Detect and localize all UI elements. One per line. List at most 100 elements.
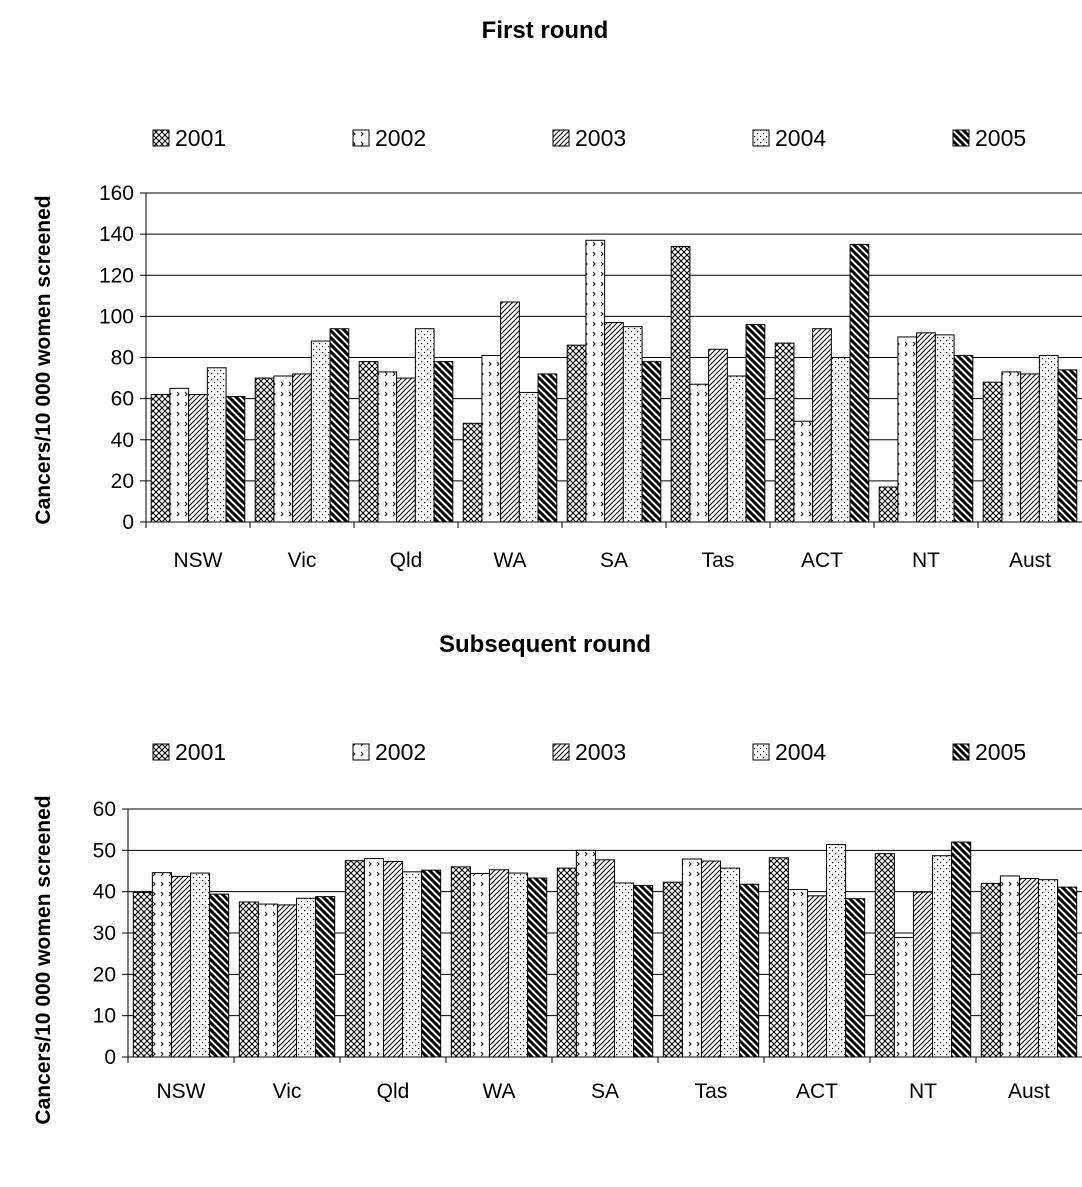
x-tick-label: NSW xyxy=(157,1080,206,1103)
bar-nsw-2004 xyxy=(206,367,227,523)
legend-swatch xyxy=(752,743,770,761)
y-tick-labels: 0 10 20 30 40 50 60 xyxy=(93,798,116,1069)
y-tick-label: 50 xyxy=(93,839,116,862)
bar-qld-2004 xyxy=(402,871,423,1058)
x-tick-label: WA xyxy=(482,1080,515,1103)
bar-sa-2002 xyxy=(575,849,596,1058)
x-tick-label: NT xyxy=(909,1080,937,1103)
bar-qld-2004 xyxy=(414,328,435,523)
x-tick-label: Qld xyxy=(377,1080,410,1103)
bar-vic-2003 xyxy=(276,904,298,1058)
bar-wa-2005 xyxy=(527,877,548,1058)
bar-vic-2001 xyxy=(238,901,259,1058)
legend-label: 2005 xyxy=(975,739,1026,765)
x-tick-label: ACT xyxy=(801,549,843,572)
bar-qld-2002 xyxy=(377,371,398,523)
chart-title: Subsequent round xyxy=(439,631,651,658)
x-tick-label: SA xyxy=(591,1080,619,1103)
bar-wa-2001 xyxy=(462,422,483,523)
legend-label: 2001 xyxy=(175,739,226,765)
bar-aust-2001 xyxy=(980,882,1001,1058)
legend-label: 2003 xyxy=(575,739,626,765)
y-tick-labels: 0 20 40 60 80 100 120 140 160 xyxy=(99,182,134,534)
bar-qld-2003 xyxy=(396,377,416,523)
y-tick-label: 0 xyxy=(122,511,134,534)
bar-tas-2004 xyxy=(726,375,747,523)
bar-nsw-2005 xyxy=(209,893,230,1058)
bar-nt-2002 xyxy=(893,937,914,1058)
bar-nsw-2001 xyxy=(132,891,153,1058)
bar-act-2002 xyxy=(787,889,808,1058)
bar-sa-2003 xyxy=(604,322,624,523)
y-tick-label: 10 xyxy=(93,1005,116,1028)
bar-aust-2005 xyxy=(1057,886,1078,1058)
x-tick-label: NT xyxy=(912,549,940,572)
bar-sa-2002 xyxy=(585,239,606,523)
first-round-chart: First round Cancers/10 000 women screene… xyxy=(32,17,1082,572)
bar-nt-2003 xyxy=(916,332,936,523)
legend-label: 2002 xyxy=(375,125,426,151)
bar-act-2001 xyxy=(768,857,789,1058)
bar-tas-2001 xyxy=(670,245,691,523)
bar-nt-2001 xyxy=(878,486,899,523)
bar-qld-2005 xyxy=(421,869,442,1058)
x-tick-label: Aust xyxy=(1008,1080,1050,1103)
bar-tas-2002 xyxy=(689,383,710,523)
x-tick-label: Tas xyxy=(695,1080,728,1103)
bar-tas-2005 xyxy=(739,883,760,1058)
y-tick-label: 60 xyxy=(93,798,116,821)
bar-nt-2003 xyxy=(912,891,934,1058)
bar-act-2003 xyxy=(812,328,832,523)
y-tick-label: 80 xyxy=(111,347,134,370)
bar-act-2001 xyxy=(774,342,795,523)
bar-nsw-2003 xyxy=(188,394,208,523)
x-tick-label: ACT xyxy=(796,1080,838,1103)
bar-vic-2004 xyxy=(310,340,331,523)
y-tick-label: 30 xyxy=(93,922,116,945)
y-axis-label: Cancers/10 000 women screened xyxy=(32,795,55,1124)
y-tick-label: 160 xyxy=(99,182,134,205)
bar-aust-2005 xyxy=(1057,369,1078,523)
bar-vic-2002 xyxy=(257,903,278,1058)
bar-vic-2002 xyxy=(273,375,294,523)
bar-sa-2005 xyxy=(641,361,662,523)
x-tick-label: Vic xyxy=(273,1080,302,1103)
bar-nsw-2003 xyxy=(170,875,192,1058)
bar-qld-2005 xyxy=(433,361,454,523)
legend-label: 2001 xyxy=(175,125,226,151)
bar-wa-2005 xyxy=(537,373,558,523)
chart-title: First round xyxy=(482,17,609,44)
bar-vic-2005 xyxy=(315,896,336,1058)
legend-swatch xyxy=(952,129,970,147)
bar-sa-2005 xyxy=(633,884,654,1058)
bar-act-2002 xyxy=(793,420,814,523)
x-tick-label: WA xyxy=(493,549,526,572)
bar-aust-2003 xyxy=(1020,373,1040,523)
bar-nt-2001 xyxy=(874,853,895,1058)
x-tick-labels: NSW Vic Qld WA SA Tas ACT NT Aust xyxy=(174,549,1052,572)
bar-sa-2001 xyxy=(556,867,577,1058)
bar-vic-2005 xyxy=(329,328,350,523)
bars xyxy=(150,239,1078,523)
x-tick-label: SA xyxy=(600,549,628,572)
legend-swatch xyxy=(352,743,370,761)
legend-label: 2002 xyxy=(375,739,426,765)
bar-nsw-2002 xyxy=(151,872,172,1058)
y-tick-label: 120 xyxy=(99,264,134,287)
bar-qld-2001 xyxy=(344,860,365,1058)
bar-wa-2003 xyxy=(488,869,510,1058)
y-tick-label: 40 xyxy=(111,429,134,452)
legend-swatch xyxy=(152,129,170,147)
bar-aust-2002 xyxy=(1001,371,1022,523)
bar-tas-2002 xyxy=(681,858,702,1058)
bar-wa-2004 xyxy=(518,391,539,523)
bar-qld-2003 xyxy=(382,860,404,1058)
bar-wa-2002 xyxy=(469,872,490,1058)
x-tick-label: Tas xyxy=(702,549,735,572)
bar-wa-2004 xyxy=(508,872,529,1058)
y-tick-label: 60 xyxy=(111,388,134,411)
x-tick-label: NSW xyxy=(174,549,223,572)
bar-sa-2004 xyxy=(614,882,635,1058)
x-tick-label: Qld xyxy=(390,549,423,572)
